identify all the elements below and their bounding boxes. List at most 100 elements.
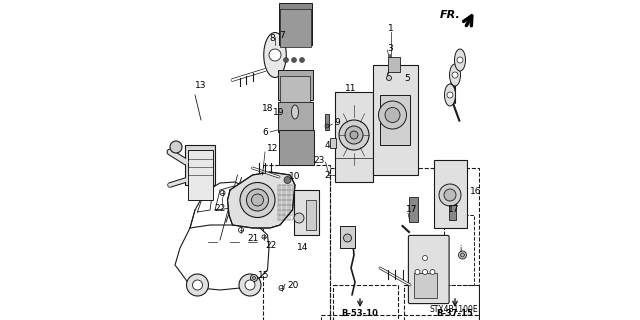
Bar xyxy=(262,165,330,320)
Circle shape xyxy=(291,58,296,62)
Circle shape xyxy=(279,285,284,291)
Circle shape xyxy=(220,190,225,196)
Circle shape xyxy=(284,58,289,62)
Bar xyxy=(188,150,212,200)
Ellipse shape xyxy=(264,33,286,77)
Circle shape xyxy=(193,280,202,290)
Text: 8: 8 xyxy=(269,34,275,43)
Circle shape xyxy=(269,49,281,61)
Bar xyxy=(278,102,312,132)
Circle shape xyxy=(325,124,329,128)
Ellipse shape xyxy=(291,105,298,119)
Ellipse shape xyxy=(454,49,465,71)
Circle shape xyxy=(430,269,435,275)
Bar xyxy=(444,215,474,285)
Circle shape xyxy=(461,253,465,257)
Text: 2: 2 xyxy=(324,171,330,180)
Text: FR.: FR. xyxy=(440,10,461,20)
Text: 22: 22 xyxy=(266,241,276,250)
Text: 10: 10 xyxy=(289,172,301,180)
Bar xyxy=(380,95,410,145)
Circle shape xyxy=(458,251,467,259)
Circle shape xyxy=(245,280,255,290)
Bar xyxy=(280,76,310,102)
Circle shape xyxy=(240,182,275,218)
Circle shape xyxy=(415,269,420,275)
Circle shape xyxy=(378,101,406,129)
Circle shape xyxy=(344,234,351,242)
Circle shape xyxy=(170,141,182,153)
Circle shape xyxy=(439,184,461,206)
Bar xyxy=(372,65,417,175)
Bar xyxy=(185,145,215,185)
Ellipse shape xyxy=(445,84,456,106)
Bar xyxy=(404,285,479,320)
Text: 18: 18 xyxy=(262,103,273,113)
Text: 9: 9 xyxy=(334,117,340,126)
Bar xyxy=(325,114,329,130)
Text: 20: 20 xyxy=(287,281,299,290)
Text: 17: 17 xyxy=(406,205,417,214)
Polygon shape xyxy=(227,172,295,228)
Circle shape xyxy=(239,274,261,296)
Bar xyxy=(279,3,312,45)
Polygon shape xyxy=(175,225,269,290)
Circle shape xyxy=(250,275,257,282)
Text: B-37-15: B-37-15 xyxy=(436,308,474,317)
FancyBboxPatch shape xyxy=(408,236,449,304)
Text: 5: 5 xyxy=(404,74,410,83)
Circle shape xyxy=(422,255,428,260)
Circle shape xyxy=(262,235,266,239)
Bar xyxy=(449,200,456,220)
Text: STX4B1100E: STX4B1100E xyxy=(430,305,479,314)
Circle shape xyxy=(345,126,363,144)
Bar xyxy=(409,197,418,222)
Circle shape xyxy=(186,274,209,296)
Text: 15: 15 xyxy=(258,270,269,279)
Bar xyxy=(306,200,316,230)
Text: 11: 11 xyxy=(345,84,356,92)
Text: 6: 6 xyxy=(262,127,268,137)
Circle shape xyxy=(300,58,305,62)
Circle shape xyxy=(252,194,264,206)
Text: 17: 17 xyxy=(447,205,459,214)
Circle shape xyxy=(246,189,269,211)
Circle shape xyxy=(339,120,369,150)
Circle shape xyxy=(422,269,428,275)
Text: 19: 19 xyxy=(273,108,284,116)
Circle shape xyxy=(350,131,358,139)
Text: 14: 14 xyxy=(297,244,308,252)
Bar xyxy=(321,315,479,320)
Bar xyxy=(278,70,312,100)
Text: 16: 16 xyxy=(470,188,481,196)
Bar xyxy=(280,9,310,47)
Circle shape xyxy=(457,57,463,63)
Text: 21: 21 xyxy=(248,234,259,243)
Circle shape xyxy=(294,213,304,223)
Text: 1: 1 xyxy=(388,23,394,33)
Bar xyxy=(330,168,479,320)
Circle shape xyxy=(284,177,291,183)
Bar xyxy=(414,273,436,298)
Circle shape xyxy=(253,276,255,279)
Text: 4: 4 xyxy=(324,140,330,149)
Text: i: i xyxy=(459,245,461,254)
Bar xyxy=(340,226,355,248)
Ellipse shape xyxy=(449,64,461,86)
Bar xyxy=(434,160,467,228)
Circle shape xyxy=(239,228,243,233)
Bar xyxy=(335,92,372,182)
Text: 7: 7 xyxy=(280,30,285,39)
Bar xyxy=(330,138,336,148)
Text: 22: 22 xyxy=(214,204,226,212)
Bar xyxy=(294,190,319,235)
Circle shape xyxy=(444,189,456,201)
Circle shape xyxy=(452,72,458,78)
Bar xyxy=(387,57,400,72)
Text: 23: 23 xyxy=(314,156,325,164)
Circle shape xyxy=(385,108,400,123)
Circle shape xyxy=(447,92,453,98)
Bar xyxy=(333,285,397,320)
Circle shape xyxy=(387,76,392,81)
Bar xyxy=(279,130,314,165)
